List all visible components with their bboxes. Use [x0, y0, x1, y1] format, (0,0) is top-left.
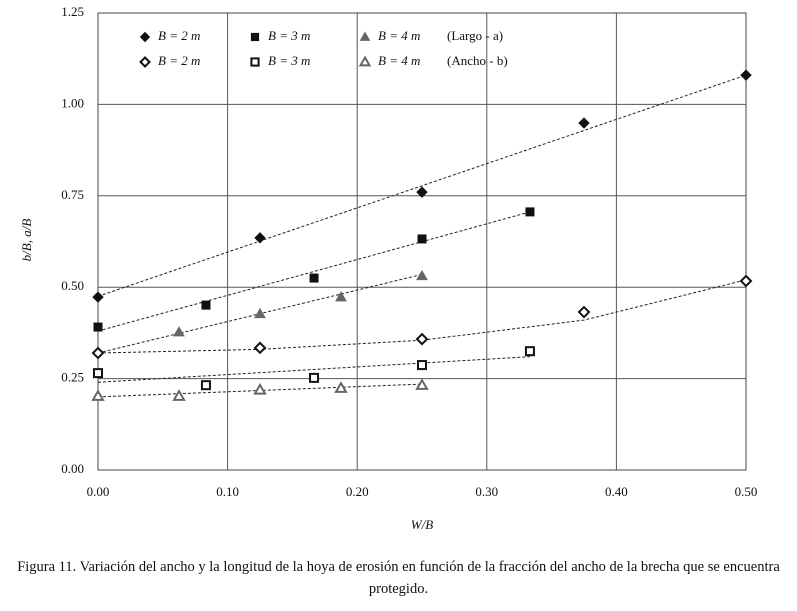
y-tick-label: 0.75 — [61, 187, 84, 202]
marker — [309, 273, 319, 283]
x-tick-label: 0.20 — [346, 484, 369, 499]
trend-line — [97, 356, 530, 383]
legend-label: B = 2 m — [158, 53, 200, 68]
marker — [254, 232, 266, 244]
legend-label: B = 3 m — [268, 53, 310, 68]
marker — [415, 378, 429, 390]
marker — [417, 234, 427, 244]
marker — [309, 372, 320, 383]
marker — [253, 382, 267, 395]
marker — [253, 341, 267, 355]
marker — [739, 274, 753, 288]
y-tick-label: 0.50 — [61, 278, 84, 293]
chart: b/B, a/B W/B 0.00 0.25 0.50 0.75 1.00 1.25 0.0… — [19, 4, 758, 532]
y-tick-label: 1.25 — [61, 4, 84, 19]
x-tick-label: 0.30 — [475, 484, 498, 499]
x-tick-label: 0.00 — [87, 484, 110, 499]
marker — [740, 69, 752, 81]
marker — [201, 300, 211, 310]
legend-marker — [359, 31, 371, 41]
marker — [91, 389, 105, 401]
legend-marker — [139, 56, 151, 68]
y-tick-label: 0.25 — [61, 370, 84, 385]
marker — [416, 186, 428, 198]
caption: Figura 11. Variación del ancho y la long… — [17, 559, 780, 597]
legend-label: B = 4 m — [378, 28, 420, 43]
y-tick-label: 1.00 — [61, 95, 84, 110]
marker — [92, 291, 104, 303]
x-tick-label: 0.10 — [216, 484, 239, 499]
legend-group-label: (Ancho - b) — [447, 53, 508, 68]
plot-border — [97, 12, 747, 471]
trend-line — [97, 74, 747, 297]
legend-label: B = 3 m — [268, 28, 310, 43]
marker — [173, 326, 185, 337]
x-axis-label: W/B — [411, 517, 433, 532]
marker — [254, 307, 266, 319]
trend-line — [97, 211, 531, 332]
marker — [335, 291, 347, 302]
legend-marker — [250, 32, 260, 42]
marker — [334, 381, 348, 393]
legend-marker — [139, 31, 151, 43]
x-tick-label: 0.50 — [735, 484, 758, 499]
marker — [416, 269, 428, 281]
legend-group-label: (Largo - a) — [447, 28, 503, 43]
marker — [172, 389, 186, 401]
y-tick-label: 0.00 — [61, 461, 84, 476]
marker — [93, 368, 103, 379]
marker — [577, 305, 591, 319]
x-tick-label: 0.40 — [605, 484, 628, 499]
marker — [578, 117, 590, 129]
marker — [524, 346, 535, 357]
marker — [417, 360, 427, 371]
legend-marker — [250, 57, 260, 67]
marker — [93, 322, 103, 332]
marker — [525, 207, 535, 217]
legend-label: B = 4 m — [378, 53, 420, 68]
legend-marker — [358, 55, 372, 67]
marker — [415, 332, 429, 346]
marker — [200, 380, 211, 391]
legend-label: B = 2 m — [158, 28, 200, 43]
marker — [91, 346, 105, 360]
y-axis-label: b/B, a/B — [19, 219, 34, 262]
